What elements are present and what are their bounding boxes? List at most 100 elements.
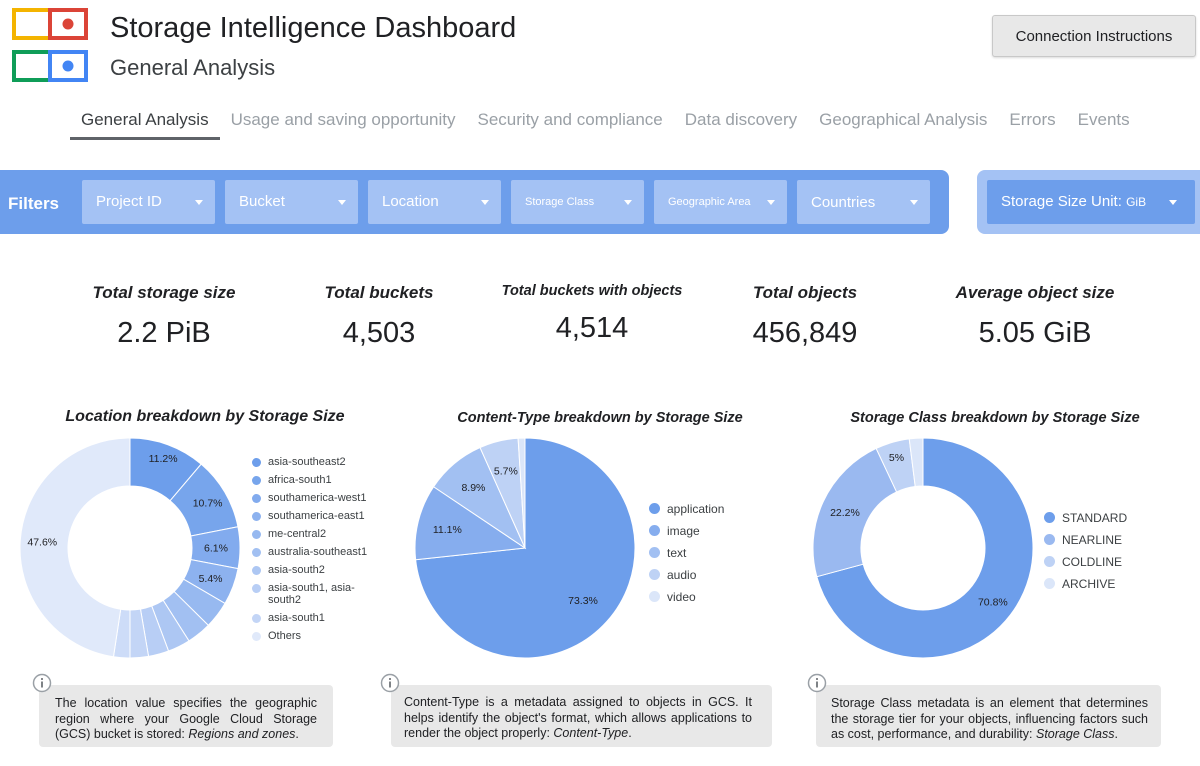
caret-down-icon <box>624 200 632 205</box>
legend-swatch <box>252 584 261 593</box>
location-info-end: . <box>295 727 299 741</box>
legend-item[interactable]: STANDARD <box>1044 511 1154 525</box>
legend-swatch <box>649 591 660 602</box>
info-icon[interactable] <box>807 673 827 693</box>
legend-swatch <box>1044 556 1055 567</box>
legend-item[interactable]: asia-south1, asia-south2 <box>252 582 372 606</box>
legend-swatch <box>252 548 261 557</box>
content-type-slices: 73.3% 11.1% 8.9% 5.7% <box>414 437 636 659</box>
legend-item[interactable]: australia-southeast1 <box>252 546 372 558</box>
pie-slice-archive[interactable] <box>908 437 924 488</box>
kpi-value: 2.2 PiB <box>117 317 211 349</box>
content-type-pie-chart: 73.3% 11.1% 8.9% 5.7% <box>414 437 636 659</box>
content-type-legend: application image text audio video <box>649 502 759 612</box>
legend-item[interactable]: africa-south1 <box>252 474 372 486</box>
content-type-info-text: Content-Type is a metadata assigned to o… <box>404 695 752 740</box>
filter-location[interactable]: Location <box>368 180 501 224</box>
slice-data-label: 5.4% <box>199 573 223 585</box>
logo-bottom-left-bar <box>12 50 52 82</box>
caret-down-icon <box>1169 200 1177 205</box>
legend-swatch <box>252 530 261 539</box>
legend-item[interactable]: video <box>649 590 759 604</box>
slice-data-label: 70.8% <box>978 596 1008 608</box>
filter-bucket-label: Bucket <box>239 193 285 210</box>
storage-class-chart-title: Storage Class breakdown by Storage Size <box>850 410 1140 426</box>
legend-label: Others <box>268 630 302 642</box>
pie-slice-video[interactable] <box>517 437 526 549</box>
info-icon[interactable] <box>380 673 400 693</box>
storage-class-info-end: . <box>1114 727 1118 741</box>
tab-geographical-analysis[interactable]: Geographical Analysis <box>819 110 988 129</box>
tab-errors[interactable]: Errors <box>1009 110 1056 129</box>
tab-usage-saving[interactable]: Usage and saving opportunity <box>230 110 456 129</box>
content-type-info-end: . <box>628 726 632 740</box>
kpi-total-buckets-with-objects: Total buckets with objects 4,514 <box>482 283 702 345</box>
legend-item[interactable]: audio <box>649 568 759 582</box>
storage-class-donut-chart: 70.8% 22.2% 5% <box>812 437 1034 659</box>
kpi-label: Total storage size <box>92 283 236 302</box>
legend-item[interactable]: COLDLINE <box>1044 555 1154 569</box>
logo-bottom-dot <box>62 60 74 72</box>
kpi-value: 4,514 <box>555 312 629 344</box>
filter-countries[interactable]: Countries <box>797 180 930 224</box>
legend-item[interactable]: me-central2 <box>252 528 372 540</box>
info-icon[interactable] <box>32 673 52 693</box>
legend-swatch <box>252 512 261 521</box>
legend-label: STANDARD <box>1062 511 1128 525</box>
caret-down-icon <box>910 200 918 205</box>
filter-geographic-area[interactable]: Geographic Area <box>654 180 787 224</box>
legend-label: australia-southeast1 <box>268 546 368 558</box>
pie-slice-image[interactable] <box>414 486 527 561</box>
legend-item[interactable]: southamerica-west1 <box>252 492 372 504</box>
slice-data-label: 8.9% <box>461 482 485 494</box>
filter-project-id[interactable]: Project ID <box>82 180 215 224</box>
legend-item[interactable]: application <box>649 502 759 516</box>
logo-top-right-bar <box>48 8 88 40</box>
storage-class-info-link-text: Storage Class <box>1035 727 1115 741</box>
legend-item[interactable]: text <box>649 546 759 560</box>
logo-bottom-right-bar <box>48 50 88 82</box>
location-slices: 11.2% 10.7% 6.1% 5.4% 47.6% <box>19 437 241 659</box>
kpi-value: 4,503 <box>342 317 416 349</box>
legend-swatch <box>252 632 261 641</box>
legend-swatch <box>1044 534 1055 545</box>
legend-item[interactable]: southamerica-east1 <box>252 510 372 522</box>
legend-item[interactable]: ARCHIVE <box>1044 577 1154 591</box>
kpi-label: Total objects <box>752 283 858 302</box>
storage-unit-label: Storage Size Unit: <box>1001 193 1122 210</box>
legend-item[interactable]: NEARLINE <box>1044 533 1154 547</box>
pie-slice-extra-10[interactable] <box>19 437 131 658</box>
storage-size-unit-dropdown[interactable]: Storage Size Unit: GiB <box>987 180 1195 224</box>
content-type-chart-title: Content-Type breakdown by Storage Size <box>457 410 743 426</box>
location-legend: asia-southeast2 africa-south1 southamerica… <box>252 456 372 648</box>
legend-swatch <box>252 458 261 467</box>
legend-label: asia-south2 <box>268 564 325 576</box>
legend-item[interactable]: image <box>649 524 759 538</box>
location-chart-title: Location breakdown by Storage Size <box>65 408 345 425</box>
location-donut-chart: 11.2% 10.7% 6.1% 5.4% 47.6% <box>19 437 241 659</box>
logo-top-left-bar <box>12 8 52 40</box>
tab-security-compliance[interactable]: Security and compliance <box>477 110 663 129</box>
storage-class-slices: 70.8% 22.2% 5% <box>812 437 1034 659</box>
filter-bucket[interactable]: Bucket <box>225 180 358 224</box>
content-type-info-link-text: Content-Type <box>553 726 629 740</box>
legend-item[interactable]: asia-south2 <box>252 564 372 576</box>
tab-events[interactable]: Events <box>1077 110 1130 129</box>
filter-storage-class[interactable]: Storage Class <box>511 180 644 224</box>
kpi-average-object-size: Average object size 5.05 GiB <box>925 283 1145 350</box>
tab-general-analysis[interactable]: General Analysis <box>70 104 220 140</box>
tab-bar: General Analysis Usage and saving opport… <box>70 104 1141 140</box>
tab-data-discovery[interactable]: Data discovery <box>684 110 798 129</box>
pie-slice-standard[interactable] <box>816 437 1034 659</box>
legend-item[interactable]: Others <box>252 630 372 642</box>
legend-item[interactable]: asia-south1 <box>252 612 372 624</box>
legend-swatch <box>649 569 660 580</box>
slice-data-label: 11.2% <box>149 453 178 465</box>
logo-top-dot <box>62 18 74 30</box>
location-info-text: The location value specifies the geograp… <box>55 696 317 741</box>
kpi-value: 456,849 <box>752 317 858 349</box>
connection-instructions-button[interactable]: Connection Instructions <box>992 15 1196 57</box>
legend-label: asia-south1 <box>268 612 325 624</box>
legend-item[interactable]: asia-southeast2 <box>252 456 372 468</box>
content-type-info-box: Content-Type is a metadata assigned to o… <box>391 685 772 747</box>
